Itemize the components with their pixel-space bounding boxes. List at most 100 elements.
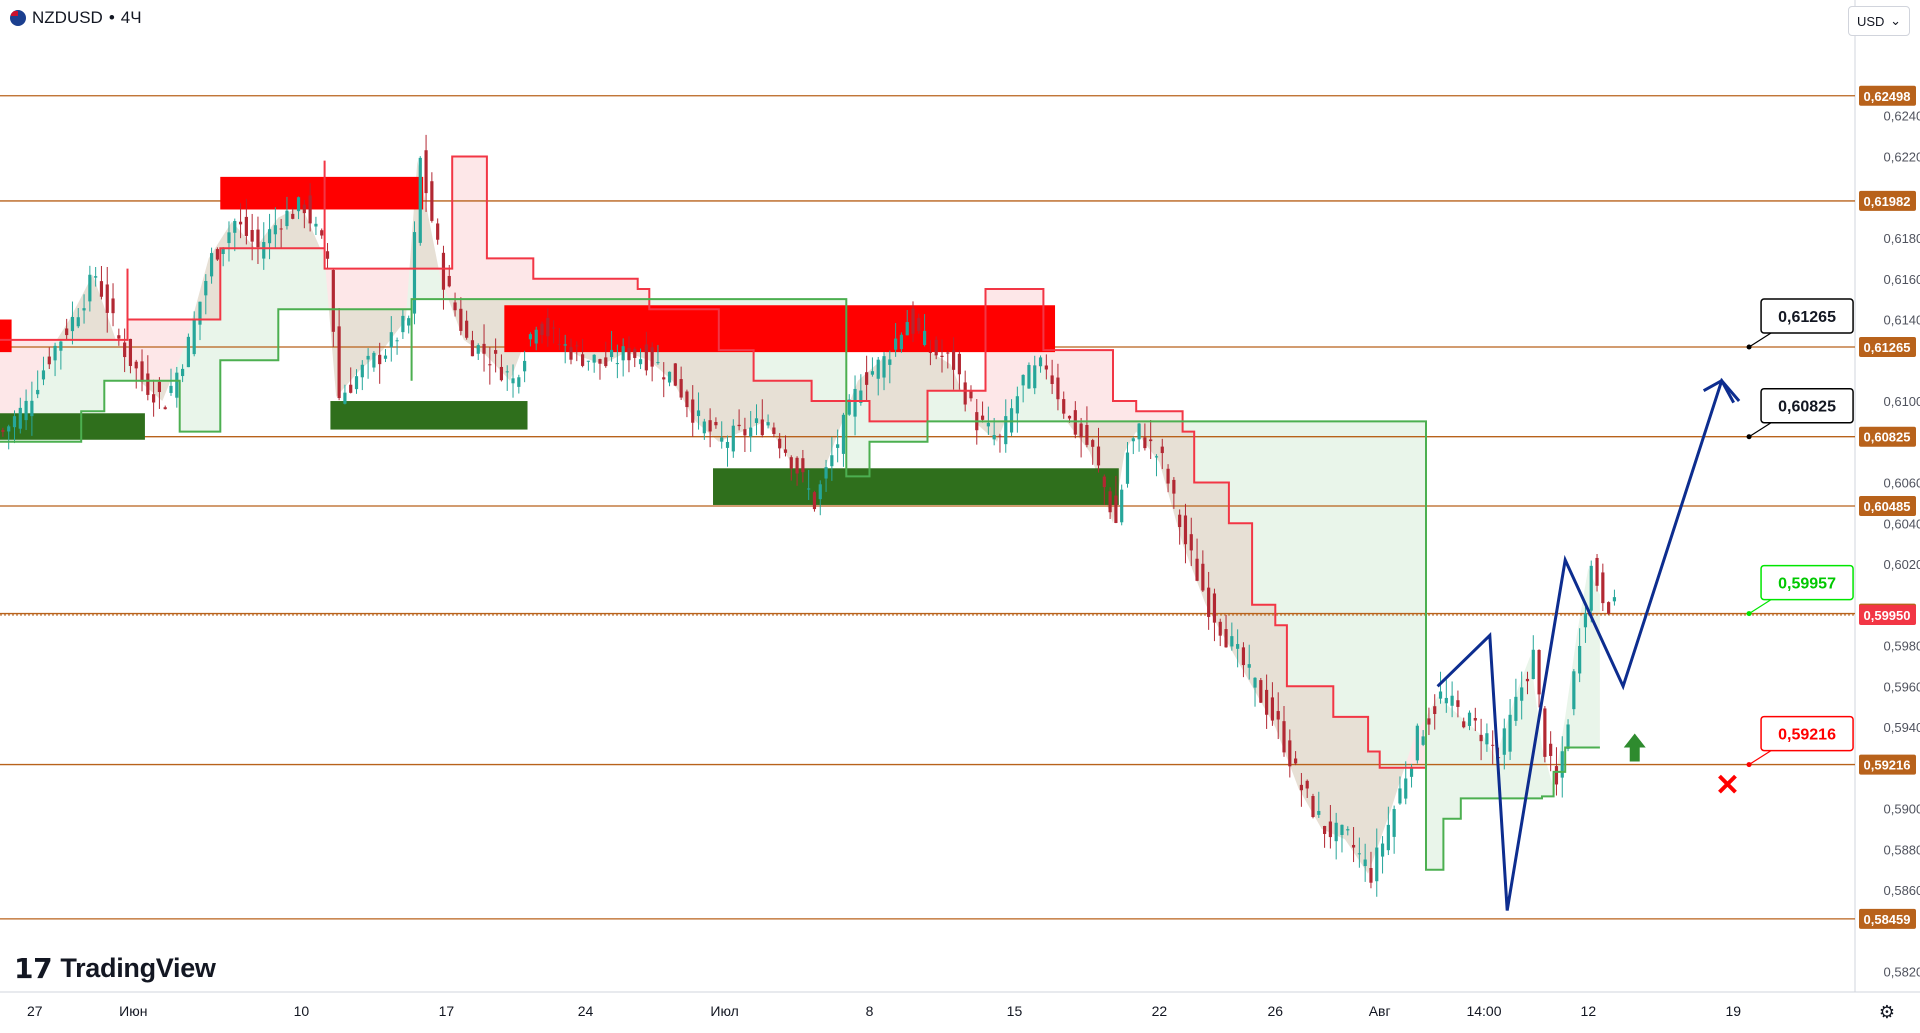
- candle-body: [354, 376, 359, 390]
- candle-body: [1578, 645, 1582, 674]
- level-price-tag: [1859, 190, 1916, 211]
- candle-body: [505, 371, 509, 373]
- candle-body: [302, 204, 306, 214]
- current-price-tag: [1859, 605, 1916, 626]
- candle-body: [1009, 408, 1014, 433]
- candle-body: [772, 427, 776, 434]
- candle-body: [1189, 534, 1193, 551]
- callout-box[interactable]: [1760, 298, 1854, 334]
- candle-body: [633, 348, 637, 358]
- candle-body: [215, 249, 219, 260]
- candle-body: [1485, 733, 1489, 745]
- candle-body: [876, 359, 880, 379]
- candle-body: [1415, 725, 1419, 761]
- candle-body: [1050, 375, 1054, 385]
- demand-zone: [713, 468, 1119, 505]
- candle-body: [175, 372, 179, 398]
- candle-body: [1276, 711, 1280, 720]
- candle-body: [1346, 829, 1350, 831]
- candle-body: [934, 339, 938, 356]
- candle-body: [227, 232, 231, 244]
- candle-body: [1241, 647, 1246, 666]
- candle-body: [940, 355, 944, 357]
- candle-body: [111, 298, 115, 314]
- callout-leader: [1748, 332, 1772, 348]
- candle-body: [609, 349, 614, 358]
- callout-box[interactable]: [1760, 387, 1854, 424]
- candle-body: [656, 362, 660, 364]
- candle-body: [789, 457, 793, 469]
- candle-body: [1589, 565, 1593, 611]
- symbol-header[interactable]: NZDUSD • 4Ч: [10, 8, 142, 28]
- candle-body: [870, 371, 875, 375]
- candle-body: [453, 302, 457, 311]
- candle-body: [1392, 809, 1396, 837]
- currency-label: USD: [1857, 13, 1885, 29]
- candle-body: [1183, 515, 1188, 545]
- currency-button[interactable]: USD ⌄: [1848, 6, 1910, 36]
- candle-body: [1473, 717, 1477, 721]
- candle-body: [882, 356, 886, 378]
- callout-anchor-dot: [1746, 611, 1752, 617]
- candle-body: [1033, 365, 1037, 389]
- candle-body: [1612, 597, 1617, 602]
- level-price-tag-label: 0,61982: [1864, 194, 1911, 209]
- candle-body: [1363, 859, 1367, 867]
- candle-body: [30, 400, 34, 417]
- candle-body: [731, 425, 735, 452]
- callout-label: 0,59216: [1778, 727, 1836, 744]
- tradingview-logo[interactable]: 17 TradingView: [14, 952, 216, 985]
- level-price-tag-label: 0,62498: [1864, 89, 1911, 104]
- candle-body: [1311, 796, 1315, 818]
- candle-body: [691, 399, 695, 423]
- candle-body: [667, 371, 672, 383]
- candle-body: [1334, 822, 1338, 842]
- candle-body: [1021, 374, 1025, 386]
- candle-body: [383, 355, 388, 359]
- candle-body: [488, 364, 492, 366]
- candle-body: [853, 388, 857, 417]
- callout-anchor-dot: [1746, 762, 1752, 768]
- candle-body: [905, 322, 909, 336]
- settings-gear-icon[interactable]: ⚙: [1878, 1001, 1896, 1022]
- candle-body: [117, 335, 121, 339]
- candle-body: [621, 346, 625, 361]
- candle-body: [1166, 468, 1170, 484]
- candle-body: [795, 457, 799, 474]
- candle-body: [1038, 357, 1043, 367]
- callout-box[interactable]: [1760, 715, 1854, 752]
- candle-body: [592, 354, 596, 363]
- tradingview-wordmark: TradingView: [60, 953, 216, 983]
- tradingview-mark-icon: 17: [14, 952, 53, 985]
- candle-body: [430, 181, 434, 221]
- candle-body: [395, 340, 399, 342]
- x-tick-label: 22: [1152, 1003, 1168, 1019]
- candle-body: [1178, 514, 1182, 528]
- candle-body: [325, 251, 330, 259]
- candle-body: [615, 363, 619, 365]
- candle-body: [447, 275, 451, 287]
- candle-body: [1462, 721, 1466, 728]
- candle-body: [557, 343, 561, 345]
- candle-body: [865, 372, 869, 385]
- callout-box[interactable]: [1760, 564, 1854, 601]
- candle-body: [308, 195, 312, 224]
- candle-body: [128, 338, 133, 366]
- candle-body: [59, 341, 63, 351]
- candle-body: [105, 284, 109, 313]
- level-price-tag-label: 0,58459: [1864, 912, 1911, 927]
- level-price-tag: [1859, 426, 1916, 447]
- candle-body: [1108, 491, 1112, 513]
- candle-body: [47, 356, 51, 365]
- candle-body: [986, 422, 990, 427]
- candle-body: [459, 308, 463, 331]
- x-tick-label: Авг: [1369, 1003, 1391, 1019]
